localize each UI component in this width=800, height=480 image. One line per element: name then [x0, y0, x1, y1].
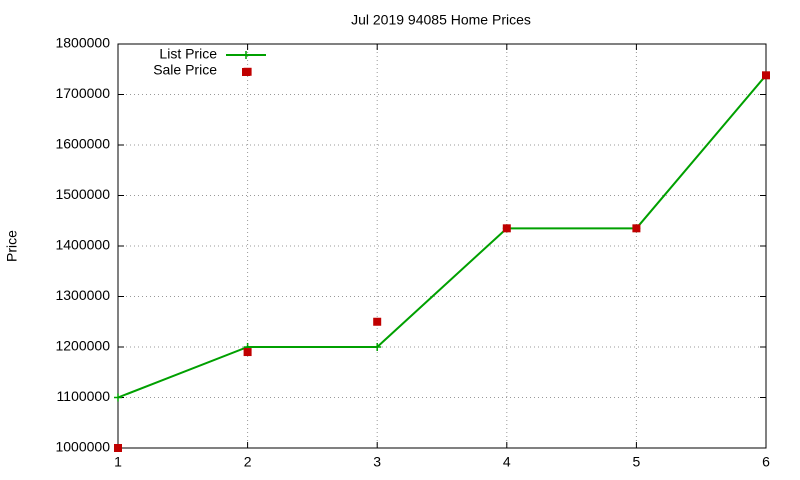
point	[243, 348, 252, 357]
legend-swatch	[242, 51, 250, 59]
y-tick-label: 1000000	[55, 439, 110, 455]
chart-title: Jul 2019 94085 Home Prices	[351, 12, 531, 28]
y-tick-label: 1800000	[55, 35, 110, 51]
x-tick-label: 4	[503, 454, 511, 470]
y-tick-label: 1300000	[55, 287, 110, 303]
series-line	[117, 74, 767, 399]
y-tick-label: 1600000	[55, 136, 110, 152]
point	[762, 71, 770, 80]
y-tick-label: 1500000	[55, 186, 110, 202]
x-tick-label: 3	[373, 454, 381, 470]
y-tick-label: 1200000	[55, 338, 110, 354]
point	[114, 393, 122, 402]
plot-frame	[117, 43, 767, 449]
x-tick-label: 1	[114, 454, 122, 470]
point	[632, 224, 641, 233]
legend-swatch	[242, 68, 250, 76]
point	[114, 444, 122, 452]
y-tick-label: 1700000	[55, 85, 110, 101]
x-tick-label: 5	[633, 454, 641, 470]
legend-label: List Price	[159, 46, 217, 62]
point	[373, 317, 382, 326]
point	[373, 343, 382, 351]
x-tick-label: 2	[244, 454, 252, 470]
x-tick-label: 6	[762, 454, 770, 470]
y-tick-label: 1400000	[55, 237, 110, 253]
legend-label: Sale Price	[153, 62, 217, 78]
y-axis-label: Price	[4, 230, 20, 262]
point	[502, 224, 511, 233]
y-tick-label: 1100000	[57, 388, 111, 404]
